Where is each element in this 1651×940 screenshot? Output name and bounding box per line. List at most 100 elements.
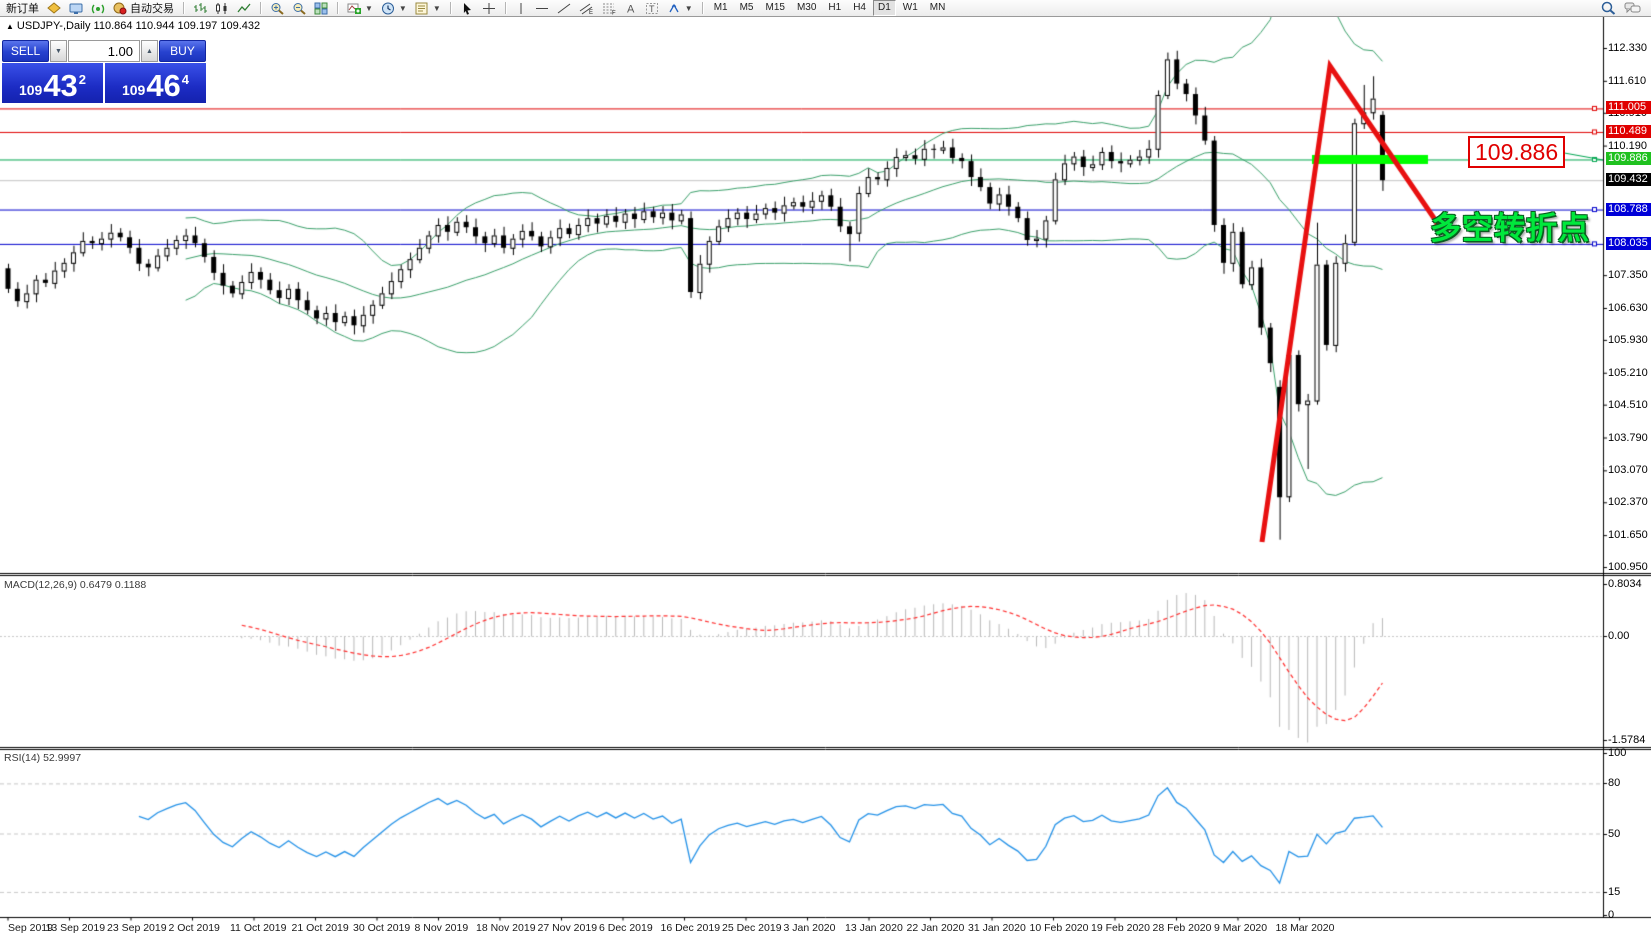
zoom-out-icon[interactable] <box>288 0 310 17</box>
timeframe-h4[interactable]: H4 <box>853 2 866 13</box>
toolbar-separator <box>449 2 451 14</box>
chart-window-icon[interactable] <box>65 0 87 17</box>
trendline-icon[interactable] <box>553 0 575 17</box>
buy-price-big: 46 <box>146 68 181 103</box>
symbol-ohlc-text: USDJPY-,Daily 110.864 110.944 109.197 10… <box>16 20 261 32</box>
line-chart-icon[interactable] <box>233 0 255 17</box>
horizontal-line-icon[interactable] <box>531 0 553 17</box>
price-level-chip: 109.886 <box>1606 152 1651 166</box>
timeframe-d1[interactable]: D1 <box>873 0 896 16</box>
zoom-in-icon[interactable] <box>266 0 288 17</box>
price-tick-label: 103.790 <box>1608 431 1648 444</box>
indicators-icon[interactable]: ▼ <box>343 0 377 17</box>
lot-increase-button[interactable]: ▲ <box>141 40 158 62</box>
svg-text:F: F <box>612 10 616 15</box>
price-tick-label: 105.210 <box>1608 366 1648 379</box>
autotrading-button[interactable]: 自动交易 <box>109 0 178 17</box>
price-tick-label: 102.370 <box>1608 496 1648 509</box>
timeframe-m5[interactable]: M5 <box>739 2 754 13</box>
vertical-line-icon[interactable] <box>511 0 531 17</box>
rsi-axis-label: 0 <box>1608 909 1615 921</box>
toolbar-separator <box>183 2 184 14</box>
sell-price-handle: 109 <box>18 82 43 98</box>
new-order-label: 新订单 <box>6 3 39 15</box>
sell-button[interactable]: SELL <box>2 40 49 62</box>
price-tick-label: 104.510 <box>1608 398 1648 411</box>
crosshair-icon[interactable] <box>478 0 500 17</box>
buy-price-pip: 4 <box>181 72 190 87</box>
price-level-chip: 108.035 <box>1606 236 1651 250</box>
svg-text:E: E <box>589 10 593 15</box>
time-axis-label: 13 Sep 2019 <box>45 922 106 934</box>
macd-label: MACD(12,26,9) 0.6479 0.1188 <box>4 579 147 591</box>
price-tick-label: 107.350 <box>1608 269 1648 282</box>
rsi-axis-label: 15 <box>1608 886 1621 898</box>
timeframe-m1[interactable]: M1 <box>713 2 728 13</box>
signals-icon[interactable] <box>87 0 109 17</box>
sell-price-tile[interactable]: 109 43 2 <box>2 63 103 103</box>
time-axis-label: 8 Nov 2019 <box>414 922 469 934</box>
chat-icon[interactable] <box>1620 0 1645 17</box>
lot-size-input[interactable] <box>68 40 140 62</box>
price-level-chip: 108.788 <box>1606 202 1651 216</box>
lot-decrease-button[interactable]: ▼ <box>50 40 67 62</box>
time-axis-label: Sep 2019 <box>8 922 53 934</box>
price-tick-label: 112.330 <box>1608 42 1647 54</box>
fibonacci-icon[interactable]: F <box>598 0 621 17</box>
timeframe-w1[interactable]: W1 <box>902 2 918 13</box>
time-axis-label: 2 Oct 2019 <box>168 922 220 934</box>
chart-title: ▲ USDJPY-,Daily 110.864 110.944 109.197 1… <box>6 20 260 32</box>
price-tick-label: 105.930 <box>1608 333 1648 346</box>
price-level-chip: 109.432 <box>1606 173 1651 187</box>
bar-chart-icon[interactable] <box>189 0 211 17</box>
time-axis-label: 23 Sep 2019 <box>107 922 167 934</box>
turning-point-annotation[interactable]: 多空转折点 <box>1430 211 1590 246</box>
time-axis-label: 6 Dec 2019 <box>599 922 653 934</box>
candlestick-chart-icon[interactable] <box>211 0 233 17</box>
text-icon[interactable]: A <box>621 0 641 17</box>
arrows-icon[interactable]: ▼ <box>663 0 697 17</box>
time-axis-label: 31 Jan 2020 <box>968 922 1026 934</box>
new-order-button[interactable]: 新订单 <box>2 0 43 17</box>
macd-axis-label: 0.00 <box>1608 630 1630 642</box>
time-axis-label: 11 Oct 2019 <box>230 922 287 934</box>
tile-windows-icon[interactable] <box>310 0 332 17</box>
rsi-label: RSI(14) 52.9997 <box>4 752 82 764</box>
time-axis-label: 10 Feb 2020 <box>1029 922 1089 934</box>
time-axis-label: 9 Mar 2020 <box>1214 922 1268 934</box>
timeframe-mn[interactable]: MN <box>929 2 946 13</box>
dropdown-caret-icon: ▼ <box>432 3 441 13</box>
price-tick-label: 111.610 <box>1608 74 1647 87</box>
dropdown-caret-icon: ▼ <box>365 3 373 13</box>
macd-axis-label: 0.8034 <box>1608 578 1642 590</box>
buy-button[interactable]: BUY <box>159 40 206 62</box>
trade-icon[interactable] <box>43 0 65 17</box>
svg-text:T: T <box>649 4 655 14</box>
macd-axis-label: -1.5784 <box>1608 734 1646 746</box>
autotrading-label: 自动交易 <box>130 3 174 15</box>
price-level-chip: 110.489 <box>1606 124 1651 138</box>
timeframe-group: M1 M5 M15 M30 H1 H4 D1 W1 MN <box>706 0 954 16</box>
periods-icon[interactable]: ▼ <box>377 0 411 17</box>
time-axis-label: 19 Feb 2020 <box>1091 922 1150 934</box>
templates-icon[interactable]: ▼ <box>411 0 445 17</box>
price-tick-label: 106.630 <box>1608 301 1648 314</box>
toolbar-separator <box>260 2 261 14</box>
buy-price-tile[interactable]: 109 46 4 <box>105 63 206 103</box>
dropdown-caret-icon: ▼ <box>398 3 407 13</box>
price-callout-box[interactable]: 109.886 <box>1468 136 1566 168</box>
timeframe-m15[interactable]: M15 <box>765 2 785 13</box>
search-icon[interactable] <box>1597 0 1620 17</box>
timeframe-m30[interactable]: M30 <box>796 2 817 13</box>
time-axis-label: 16 Dec 2019 <box>660 922 721 934</box>
price-tick-label: 101.650 <box>1608 529 1648 542</box>
label-icon[interactable]: T <box>641 0 663 17</box>
timeframe-h1[interactable]: H1 <box>828 2 842 13</box>
channel-icon[interactable]: E <box>575 0 598 17</box>
time-axis-label: 27 Nov 2019 <box>537 922 598 934</box>
sell-price-big: 43 <box>43 68 78 103</box>
time-axis-label: 22 Jan 2020 <box>906 922 965 934</box>
cursor-icon[interactable] <box>456 0 478 17</box>
